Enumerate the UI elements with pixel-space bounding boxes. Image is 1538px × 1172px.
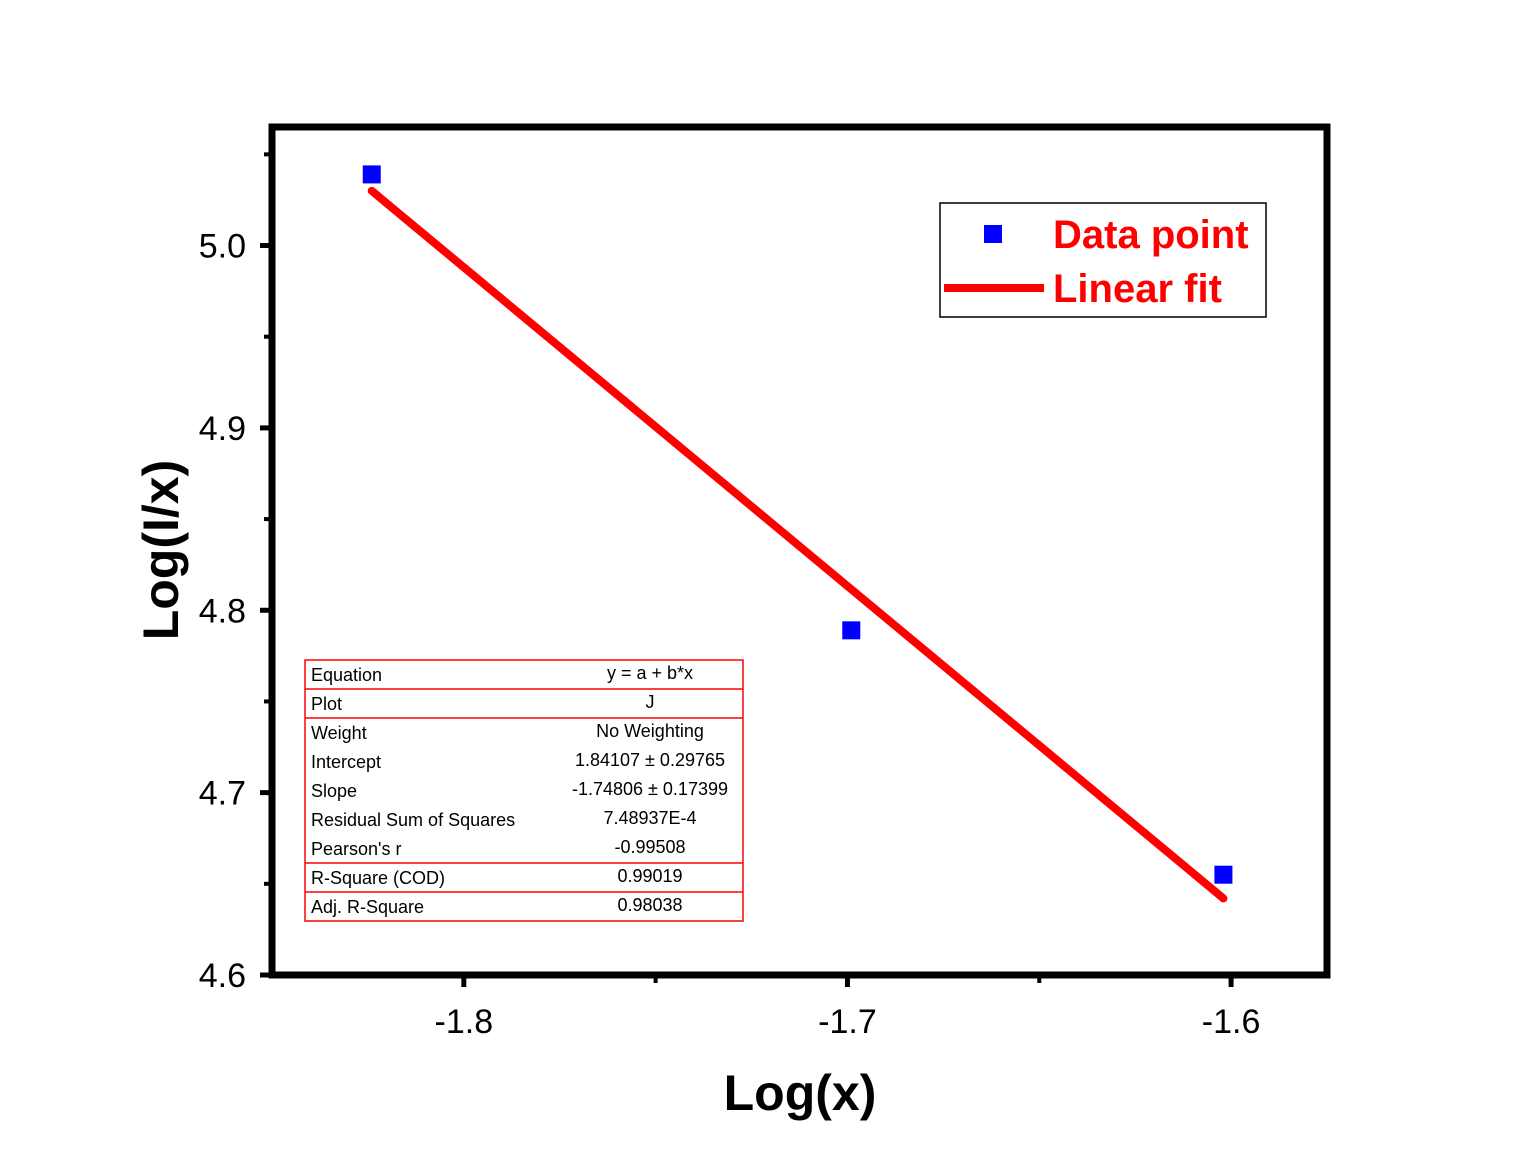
fit-stats-value: -0.99508 (614, 837, 685, 857)
fit-stats-table: Equation y = a + b*x Plot J Weight No Weighti… (304, 659, 744, 922)
x-ticks: -1.8 -1.7 -1.6 (435, 975, 1261, 1041)
plot-frame (268, 123, 1331, 979)
x-tick-label: -1.6 (1202, 1003, 1261, 1041)
fit-stats-label: Residual Sum of Squares (311, 810, 515, 830)
y-tick-label: 4.7 (199, 775, 246, 813)
legend-box (939, 202, 1267, 318)
x-tick-label: -1.8 (435, 1003, 494, 1041)
legend-marker-data-point (984, 225, 1002, 243)
fit-stats-border (304, 659, 744, 922)
fit-stats-value: y = a + b*x (607, 663, 693, 683)
fit-stats-value: 1.84107 ± 0.29765 (575, 750, 725, 770)
fit-stats-value: -1.74806 ± 0.17399 (572, 779, 728, 799)
fit-stats-value: 0.98038 (617, 895, 682, 915)
x-axis-title: Log(x) (724, 1065, 877, 1121)
fit-stats-label: R-Square (COD) (311, 868, 445, 888)
y-tick-label: 4.9 (199, 410, 246, 448)
legend-label-linear-fit: Linear fit (1053, 267, 1222, 311)
fit-stats-label: Plot (311, 694, 342, 714)
x-tick-label: -1.7 (818, 1003, 877, 1041)
fit-stats-label: Pearson's r (311, 839, 401, 859)
legend-label-data-point: Data point (1053, 213, 1249, 257)
fit-stats-label: Adj. R-Square (311, 897, 424, 917)
y-tick-label: 5.0 (199, 228, 246, 266)
fit-stats-value: No Weighting (596, 721, 704, 741)
fit-stats-label: Equation (311, 665, 382, 685)
data-point (1214, 865, 1233, 884)
series-layer (362, 165, 1233, 903)
data-point (362, 165, 381, 184)
fit-stats-label: Weight (311, 723, 367, 743)
fit-stats-value: 0.99019 (617, 866, 682, 886)
linear-fit-line (367, 186, 1228, 903)
fit-stats-label: Intercept (311, 752, 381, 772)
y-tick-label: 4.8 (199, 592, 246, 630)
y-tick-label: 4.6 (199, 957, 246, 995)
legend: Data point Linear fit (939, 202, 1267, 318)
y-axis-title: Log(I/x) (133, 460, 189, 641)
y-ticks: 4.6 4.7 4.8 4.9 5.0 (199, 152, 272, 995)
data-point (842, 621, 861, 640)
fit-stats-value: 7.48937E-4 (603, 808, 696, 828)
fit-stats-label: Slope (311, 781, 357, 801)
fit-stats-value: J (646, 692, 655, 712)
